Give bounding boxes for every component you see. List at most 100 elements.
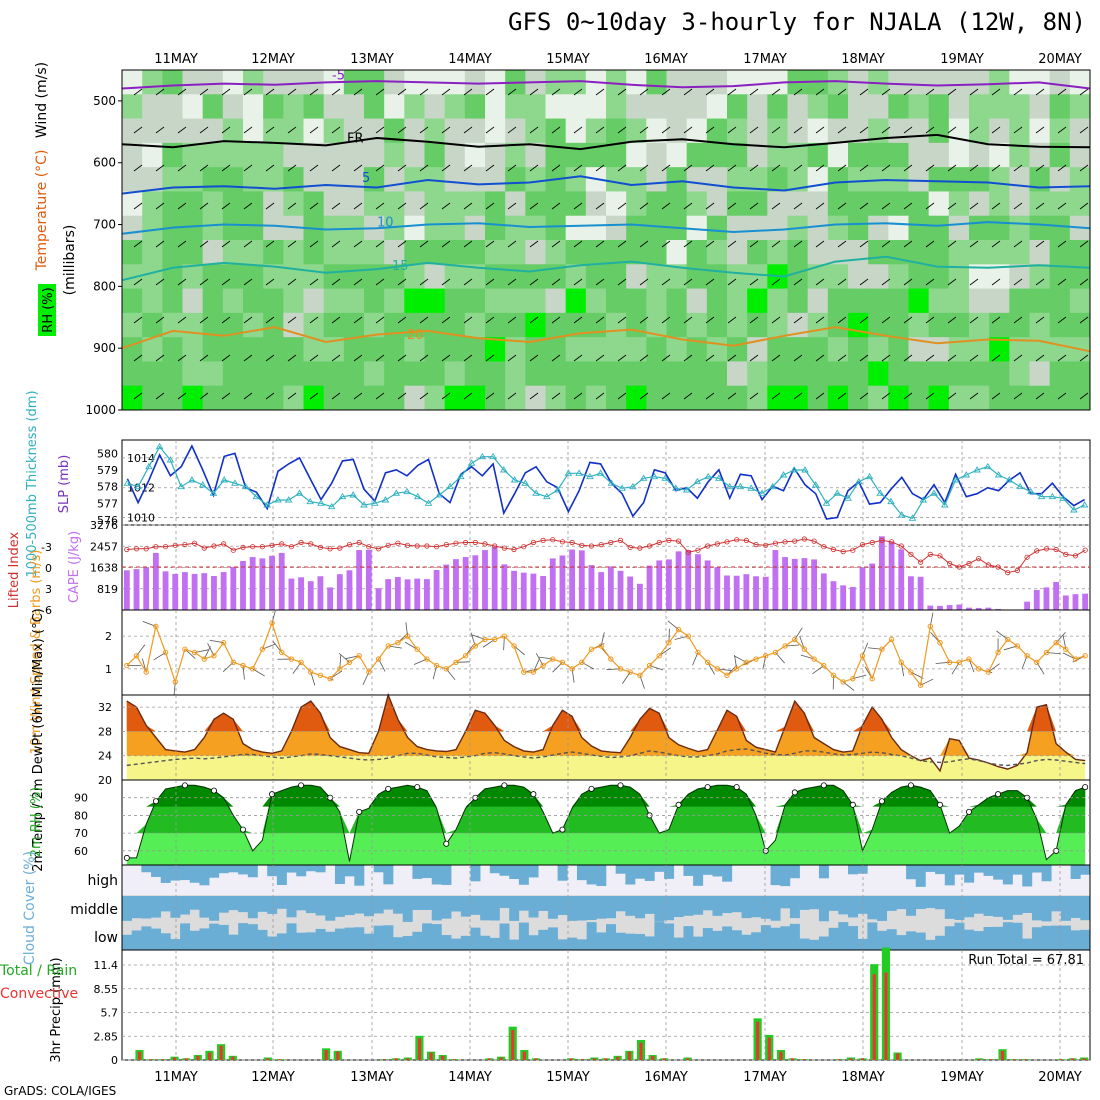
li-point bbox=[627, 544, 633, 551]
wind-barb bbox=[1013, 278, 1023, 286]
rh-cell bbox=[727, 240, 748, 265]
top-date-label: 16MAY bbox=[644, 52, 688, 67]
rh-cell bbox=[1029, 94, 1051, 120]
rh-cell bbox=[928, 312, 950, 338]
cloud-high-bar bbox=[518, 865, 529, 885]
precip-conv-bar bbox=[1070, 1058, 1075, 1060]
rh-cell bbox=[404, 191, 425, 217]
precip-conv-bar bbox=[406, 1058, 410, 1060]
rh-cell bbox=[848, 167, 869, 192]
rh-cell bbox=[263, 70, 284, 95]
cloud-high-bar bbox=[983, 865, 994, 876]
rh-cell bbox=[464, 191, 486, 217]
rh-cell bbox=[948, 167, 970, 192]
thickness-point bbox=[725, 482, 734, 490]
rh-cell bbox=[485, 337, 506, 362]
wind-barb bbox=[287, 354, 297, 362]
rh-cell bbox=[464, 240, 486, 265]
li-point bbox=[211, 543, 217, 549]
rh-cell bbox=[142, 288, 163, 314]
wind-barb bbox=[1079, 354, 1089, 362]
wind-barb bbox=[287, 316, 297, 324]
cloud-middle-bar bbox=[228, 896, 239, 911]
rh-cell bbox=[747, 70, 768, 95]
wind-barb bbox=[353, 316, 363, 324]
rh-cell bbox=[464, 264, 486, 290]
wind-barb bbox=[309, 202, 319, 210]
cloud-high-bar bbox=[296, 865, 307, 877]
rh-cell bbox=[727, 142, 748, 168]
cloud-low-bar bbox=[1080, 929, 1091, 950]
wind-barb bbox=[727, 316, 737, 324]
rh-cell bbox=[243, 240, 264, 265]
cloud-middle-bar bbox=[935, 896, 946, 910]
rh-cell bbox=[606, 191, 627, 217]
temp-tick: 32 bbox=[98, 701, 112, 714]
thickness-point bbox=[984, 462, 992, 470]
thickness-tick: 579 bbox=[97, 464, 118, 477]
rh-cell bbox=[928, 215, 950, 241]
rh-cell bbox=[142, 167, 163, 192]
rh-cell bbox=[1009, 240, 1030, 265]
wind-barb bbox=[529, 354, 539, 362]
rh-cell bbox=[948, 94, 970, 120]
cloud-middle-bar bbox=[276, 896, 287, 909]
rh-cell bbox=[626, 142, 647, 168]
wind-speed-point bbox=[133, 653, 140, 659]
wind-barb bbox=[441, 316, 451, 324]
cloud-middle-bar bbox=[567, 896, 578, 921]
rh-cell bbox=[485, 264, 506, 290]
bottom-date-label: 20MAY bbox=[1038, 1070, 1082, 1085]
li-point bbox=[250, 544, 256, 550]
rh-cell bbox=[182, 70, 204, 95]
cloud-low-bar bbox=[334, 928, 345, 950]
rh-cell bbox=[727, 215, 748, 241]
thickness-tick: 576 bbox=[97, 514, 118, 527]
rh-cell bbox=[807, 118, 829, 144]
wind-barb bbox=[331, 126, 341, 134]
wind-speed-point bbox=[433, 662, 440, 669]
cape-bar bbox=[162, 571, 169, 610]
wind-speed-point bbox=[985, 669, 992, 675]
wind-barb bbox=[177, 278, 187, 286]
rh-cell bbox=[1049, 288, 1071, 314]
wind-barb bbox=[837, 392, 847, 400]
li-point bbox=[705, 543, 711, 549]
rh-cell bbox=[969, 361, 990, 387]
precip-conv-bar bbox=[616, 1056, 620, 1060]
wind-barb bbox=[639, 392, 649, 400]
cape-bar bbox=[849, 586, 856, 610]
precip-conv-bar bbox=[989, 1059, 993, 1060]
rh-cell bbox=[364, 385, 385, 411]
rh-cell bbox=[626, 70, 647, 95]
wind-barb bbox=[1013, 240, 1023, 248]
wind-barb bbox=[991, 126, 1001, 134]
rh-cell bbox=[182, 94, 204, 120]
thickness-point bbox=[467, 459, 476, 466]
wind-barb bbox=[1013, 164, 1023, 172]
wind-barb bbox=[727, 240, 737, 248]
wind-barb bbox=[463, 164, 473, 172]
wind-barb bbox=[925, 240, 935, 248]
precip-tick: 11.4 bbox=[94, 959, 119, 972]
cloud-high-bar bbox=[238, 865, 249, 875]
cloud-low-bar bbox=[770, 927, 781, 950]
rh-cell bbox=[364, 312, 385, 338]
cloud-high-bar bbox=[160, 865, 171, 883]
li-tick: 0 bbox=[45, 562, 52, 575]
cape-bar bbox=[1053, 581, 1060, 610]
cloud-middle-bar bbox=[702, 896, 713, 911]
cloud-low-bar bbox=[954, 922, 965, 950]
wind-barb bbox=[177, 354, 187, 362]
cloud-middle-bar bbox=[770, 896, 781, 921]
cloud-middle-bar bbox=[625, 896, 636, 916]
cape-bar bbox=[840, 585, 847, 610]
cloud-high-bar bbox=[693, 865, 704, 886]
precip-conv-bar bbox=[837, 1059, 841, 1060]
rh-cell bbox=[364, 167, 385, 192]
wind-barb bbox=[727, 202, 737, 210]
wind-barb bbox=[771, 126, 781, 134]
li-point bbox=[366, 544, 372, 550]
rh-cell bbox=[848, 312, 869, 338]
